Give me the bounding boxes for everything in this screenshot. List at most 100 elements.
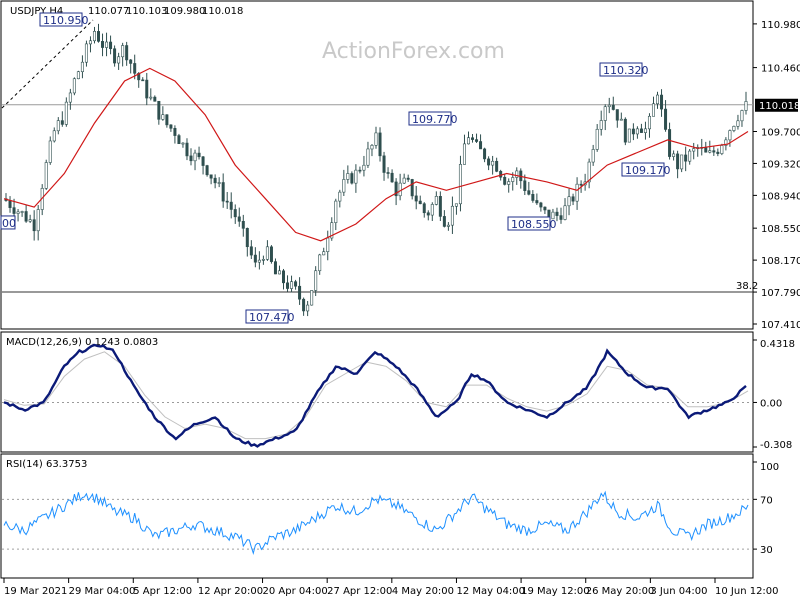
candle <box>101 33 105 57</box>
candle-body <box>129 59 133 64</box>
time-tick-label: 19 Mar 2021 <box>4 586 67 597</box>
candle-body <box>273 261 277 275</box>
candle-body <box>462 143 466 165</box>
candle <box>543 206 547 214</box>
candle-body <box>631 128 635 135</box>
price-annotation-box <box>507 216 551 231</box>
candle-body <box>117 56 121 64</box>
candle-body <box>740 110 744 122</box>
moving-average-line <box>3 67 749 242</box>
candle <box>607 97 611 114</box>
candle-body <box>688 150 692 162</box>
candle-body <box>422 203 426 214</box>
rsi-tick-label: 30 <box>760 545 773 556</box>
candle <box>245 227 249 257</box>
candle-body <box>257 259 261 263</box>
candle-body <box>225 200 229 203</box>
candle-body <box>450 205 454 226</box>
rsi-panel-frame <box>0 453 754 579</box>
price-annotation-label: 108.550 <box>511 218 557 231</box>
candle-body <box>318 254 322 272</box>
candle-body <box>535 200 539 204</box>
candle <box>282 268 286 290</box>
candle-body <box>656 94 660 105</box>
candle-body <box>213 177 217 184</box>
candle-body <box>639 128 643 133</box>
candle <box>354 164 358 193</box>
candle <box>253 247 257 268</box>
candle <box>684 146 688 172</box>
price-annotation-label: 109.770 <box>412 113 458 126</box>
candle-body <box>92 31 96 42</box>
candle <box>334 198 338 231</box>
candle-body <box>125 45 129 61</box>
price-annotation-box <box>39 12 83 27</box>
candle <box>362 155 366 177</box>
candle <box>430 202 434 222</box>
candle <box>454 203 458 215</box>
candle-body <box>438 196 442 217</box>
left-cut-label-tag: 00 <box>0 215 16 230</box>
candle <box>692 142 696 160</box>
candle <box>676 150 680 179</box>
candle-body <box>68 92 72 103</box>
price-tick-label: 108.170 <box>761 256 800 267</box>
candle <box>668 122 672 160</box>
current-price-value: 110.018 <box>759 101 800 112</box>
macd-tick-label: -0.308 <box>760 440 792 451</box>
candle <box>450 196 454 234</box>
current-price-tag: 110.018 <box>755 98 800 112</box>
candle-body <box>60 120 64 125</box>
candle <box>382 151 386 181</box>
candle-body <box>306 304 310 312</box>
candle <box>16 208 20 222</box>
rsi-levels <box>2 498 753 550</box>
candle <box>205 164 209 177</box>
candle-body <box>52 130 56 142</box>
candle-body <box>563 205 567 220</box>
candle-body <box>261 259 265 261</box>
candle-body <box>684 154 688 162</box>
candle <box>507 178 511 193</box>
candle <box>434 191 438 206</box>
candle-body <box>290 281 294 289</box>
candle-body <box>269 246 273 262</box>
trend-line <box>1 19 94 109</box>
candle-body <box>595 128 599 150</box>
candle-body <box>97 31 101 42</box>
candle-body <box>724 139 728 146</box>
price-annotation-label: 107.470 <box>249 311 295 324</box>
candle-body <box>358 169 362 172</box>
candle <box>595 124 599 152</box>
candle <box>153 95 157 102</box>
candle <box>599 110 603 136</box>
candle <box>495 157 499 173</box>
candle-body <box>253 254 257 263</box>
candle-body <box>712 150 716 153</box>
candle-body <box>72 78 76 94</box>
candle <box>535 193 539 205</box>
candle <box>479 134 483 150</box>
candle-body <box>338 191 342 202</box>
symbol-header: USDJPY,H4 <box>10 6 63 17</box>
candle-body <box>36 209 40 232</box>
candle-body <box>370 145 374 150</box>
candle-body <box>704 147 708 153</box>
time-tick-label: 29 Mar 04:00 <box>69 586 136 597</box>
candle <box>643 121 647 140</box>
candle <box>350 171 354 185</box>
macd-panel-frame <box>0 331 754 453</box>
candle <box>221 173 225 208</box>
candle-body <box>664 108 668 130</box>
candle <box>563 198 567 221</box>
candle <box>189 148 193 166</box>
candle-body <box>446 224 450 227</box>
candle <box>32 210 36 241</box>
candle <box>519 168 523 189</box>
candle <box>651 96 655 117</box>
time-tick-label: 12 May 04:00 <box>456 586 525 597</box>
candle-body <box>241 220 245 229</box>
price-annotation-108.550: 108.550 <box>507 216 557 231</box>
candle <box>273 258 277 275</box>
